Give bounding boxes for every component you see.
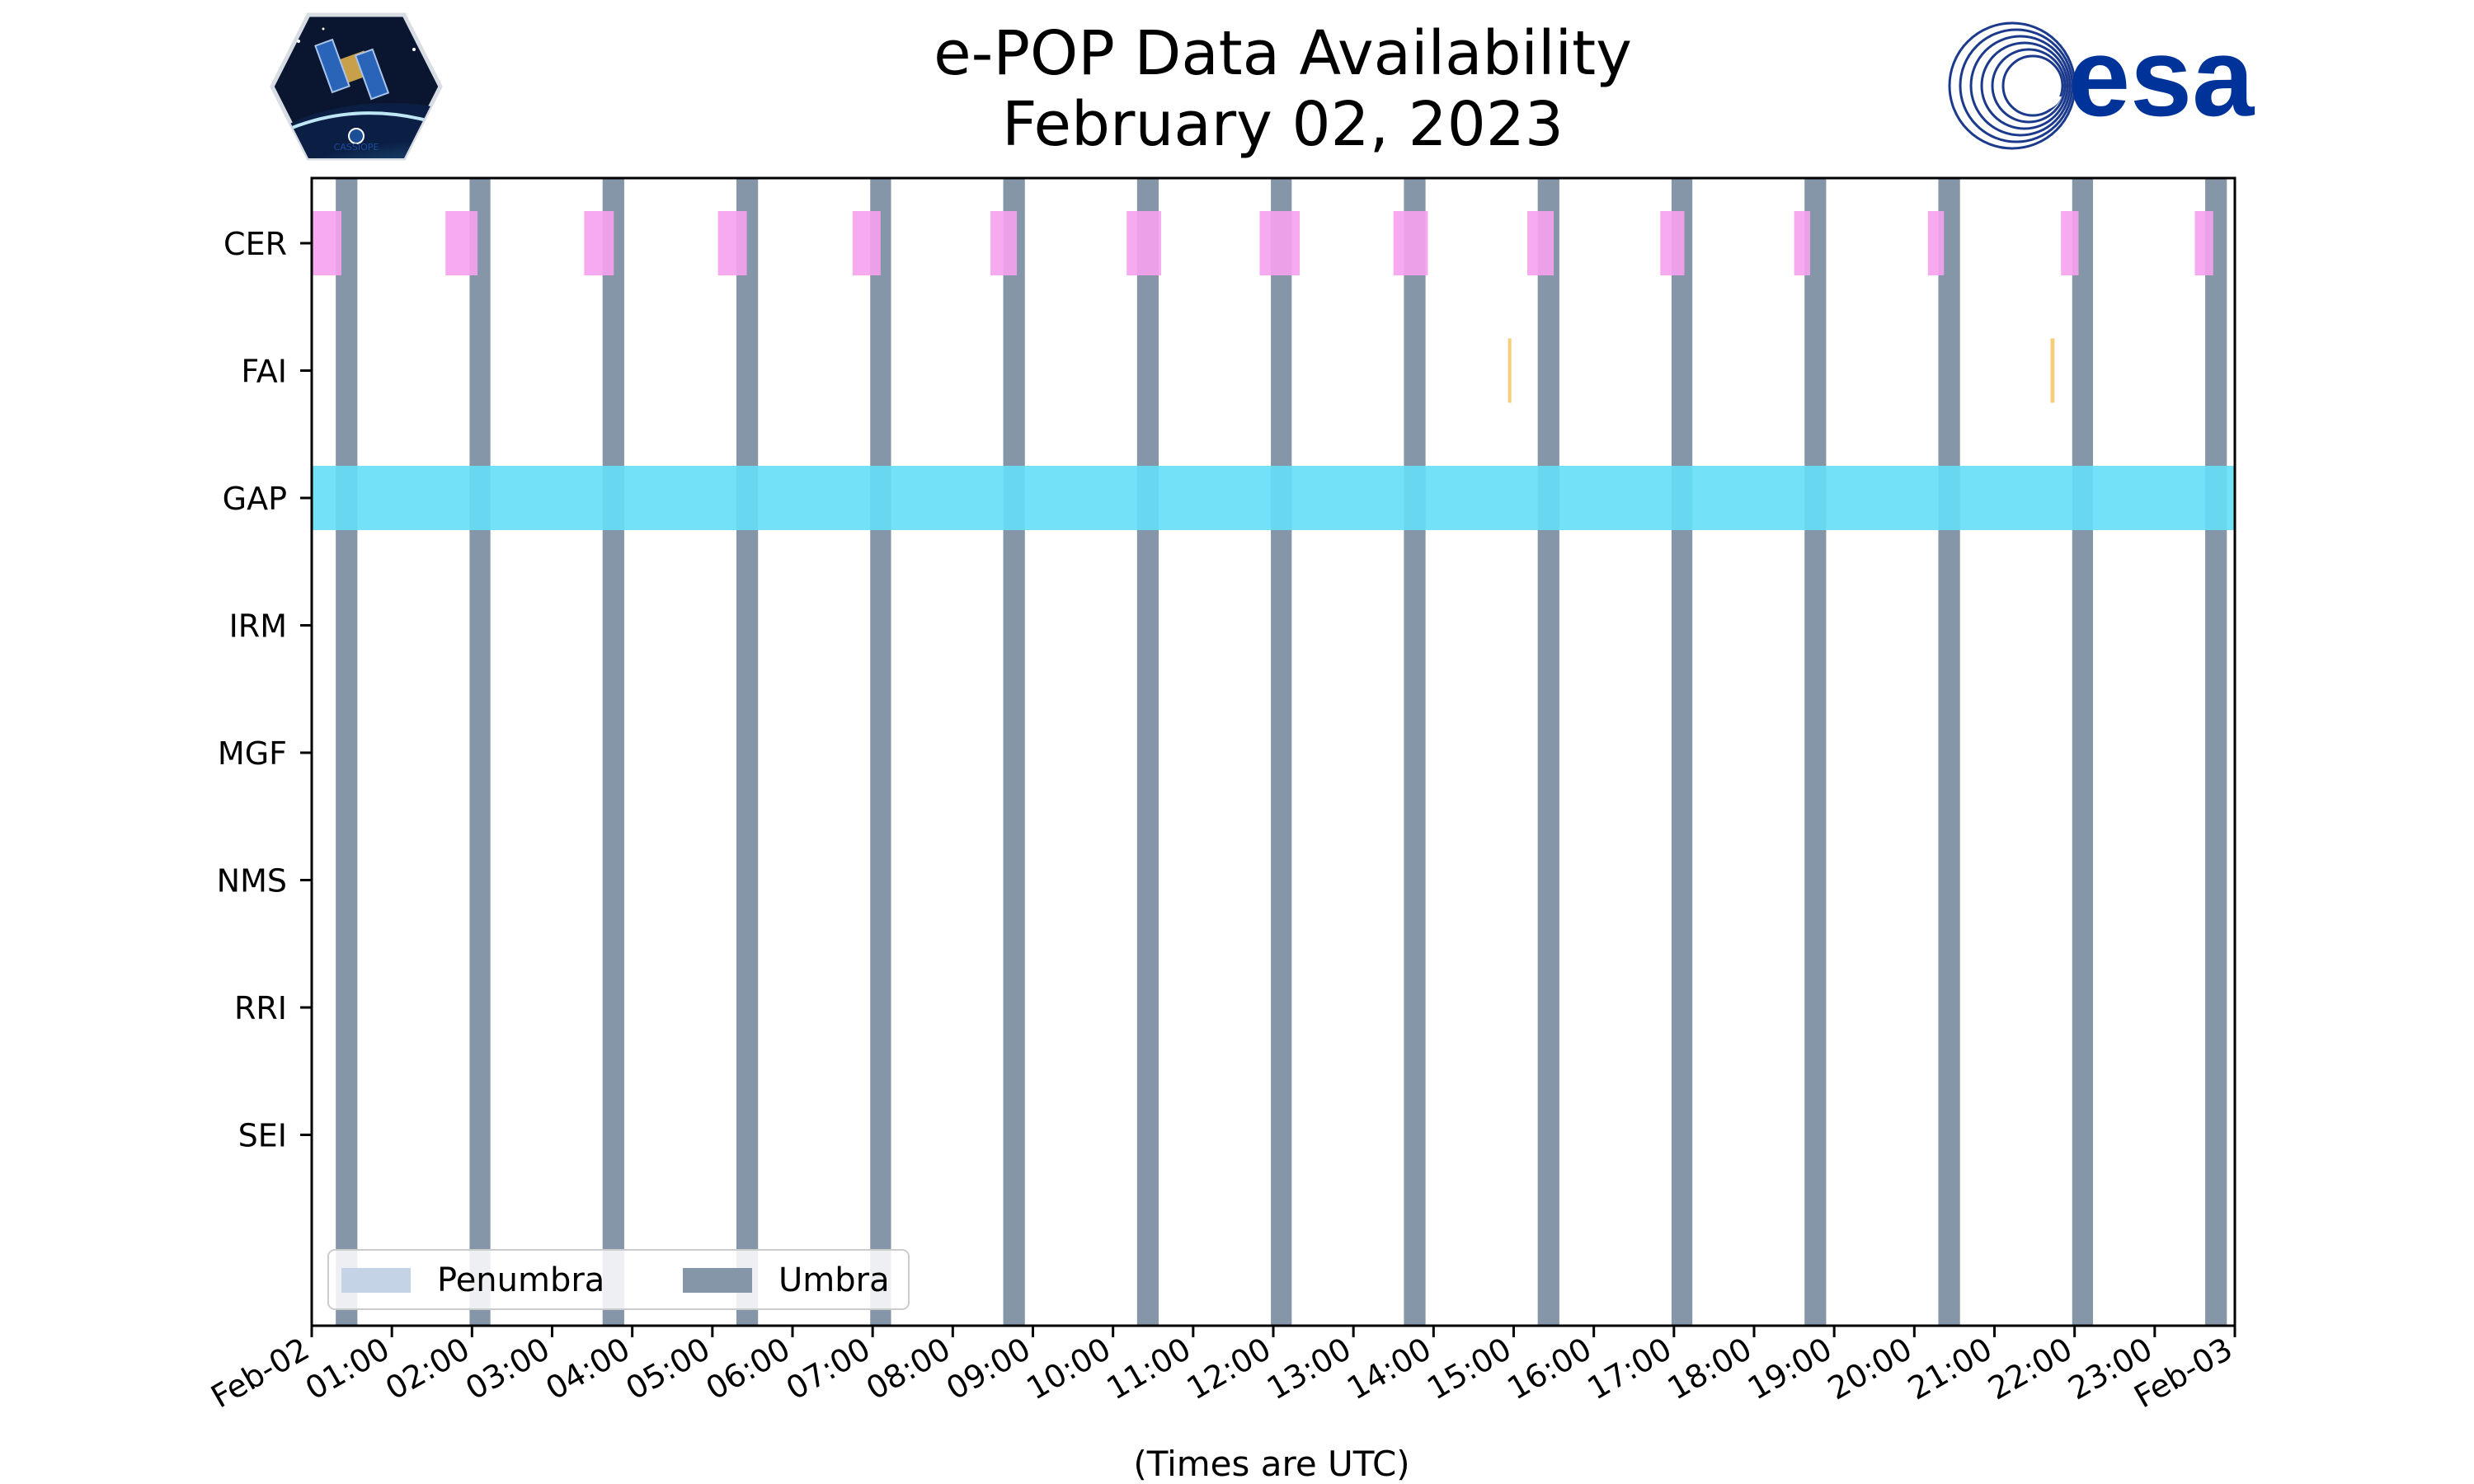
x-tick-label-9: 09:00 <box>940 1331 1037 1407</box>
x-tick-label-18: 18:00 <box>1662 1331 1758 1407</box>
esa-logo-text: esa <box>2068 18 2255 139</box>
x-tick-label-19: 19:00 <box>1742 1331 1838 1407</box>
y-tick-label-mgf: MGF <box>218 735 287 772</box>
chart-title: e-POP Data Availability <box>934 18 1632 89</box>
umbra-band-3 <box>736 178 759 1326</box>
y-tick-label-irm: IRM <box>229 608 287 645</box>
bar-cer-3 <box>717 211 747 275</box>
legend-label-umbra: Umbra <box>778 1261 890 1299</box>
bar-cer-7 <box>1259 211 1300 275</box>
bar-gap-0 <box>312 466 2235 530</box>
bar-cer-5 <box>990 211 1018 275</box>
legend-box <box>327 1249 910 1310</box>
x-tick-label-22: 22:00 <box>1982 1331 2078 1407</box>
x-tick-label-5: 05:00 <box>619 1331 716 1407</box>
bar-cer-10 <box>1660 211 1685 275</box>
plot-area <box>312 178 2235 1326</box>
chart-subtitle: February 02, 2023 <box>1002 89 1564 160</box>
x-tick-label-13: 13:00 <box>1261 1331 1357 1407</box>
umbra-band-6 <box>1136 178 1159 1326</box>
x-tick-label-16: 16:00 <box>1501 1331 1597 1407</box>
bar-cer-6 <box>1126 211 1161 275</box>
y-tick-label-cer: CER <box>223 226 287 262</box>
bar-fai-0 <box>1507 338 1512 403</box>
x-tick-label-17: 17:00 <box>1581 1331 1677 1407</box>
umbra-band-4 <box>870 178 891 1326</box>
x-tick-label-10: 10:00 <box>1020 1331 1117 1407</box>
cassiope-logo-caption: CASSIOPE <box>334 142 379 153</box>
bar-cer-4 <box>852 211 881 275</box>
umbra-band-12 <box>1938 178 1960 1326</box>
y-tick-label-sei: SEI <box>238 1118 287 1154</box>
y-tick-label-rri: RRI <box>234 990 287 1026</box>
umbra-band-1 <box>469 178 491 1326</box>
x-tick-label-3: 03:00 <box>459 1331 556 1407</box>
x-tick-label-15: 15:00 <box>1421 1331 1517 1407</box>
bar-cer-8 <box>1393 211 1428 275</box>
y-tick-label-fai: FAI <box>241 354 287 390</box>
x-tick-label-8: 08:00 <box>860 1331 957 1407</box>
x-tick-label-14: 14:00 <box>1341 1331 1437 1407</box>
legend: Penumbra Umbra <box>327 1249 910 1310</box>
x-axis-label: (Times are UTC) <box>1133 1444 1409 1484</box>
x-tick-label-12: 12:00 <box>1181 1331 1277 1407</box>
esa-logo: esa <box>1946 15 2301 157</box>
umbra-band-10 <box>1671 178 1693 1326</box>
bar-fai-1 <box>2050 338 2055 403</box>
bar-cer-2 <box>584 211 614 275</box>
axes: CER FAI GAP IRM MGF NMS RRI SEI Feb-0201:0002:00… <box>205 176 2239 1416</box>
legend-label-penumbra: Penumbra <box>437 1261 604 1299</box>
x-tick-label-2: 02:00 <box>379 1331 476 1407</box>
umbra-band-7 <box>1271 178 1292 1326</box>
umbra-band-2 <box>602 178 624 1326</box>
y-tick-label-gap: GAP <box>223 481 287 517</box>
x-tick-label-11: 11:00 <box>1100 1331 1197 1407</box>
x-tick-label-0: Feb-02 <box>205 1331 315 1416</box>
bar-cer-13 <box>2061 211 2079 275</box>
bar-cer-9 <box>1527 211 1554 275</box>
umbra-band-5 <box>1003 178 1025 1326</box>
bar-cer-1 <box>445 211 478 275</box>
bar-cer-12 <box>1927 211 1945 275</box>
x-tick-label-1: 01:00 <box>299 1331 396 1407</box>
umbra-band-0 <box>336 178 358 1326</box>
x-tick-label-6: 06:00 <box>700 1331 797 1407</box>
y-tick-label-nms: NMS <box>217 863 287 899</box>
x-tick-label-20: 20:00 <box>1822 1331 1918 1407</box>
umbra-band-9 <box>1537 178 1559 1326</box>
umbra-band-11 <box>1804 178 1827 1326</box>
bar-cer-14 <box>2194 211 2213 275</box>
umbra-band-14 <box>2205 178 2227 1326</box>
bar-cer-11 <box>1794 211 1811 275</box>
x-tick-label-4: 04:00 <box>539 1331 636 1407</box>
x-tick-label-21: 21:00 <box>1902 1331 1998 1407</box>
legend-swatch-penumbra <box>341 1268 411 1293</box>
x-tick-label-7: 07:00 <box>780 1331 877 1407</box>
umbra-band-8 <box>1404 178 1426 1326</box>
umbra-band-13 <box>2072 178 2094 1326</box>
legend-swatch-umbra <box>683 1268 752 1293</box>
bar-cer-0 <box>312 211 341 275</box>
cassiope-logo: CASSIOPE <box>266 8 447 168</box>
